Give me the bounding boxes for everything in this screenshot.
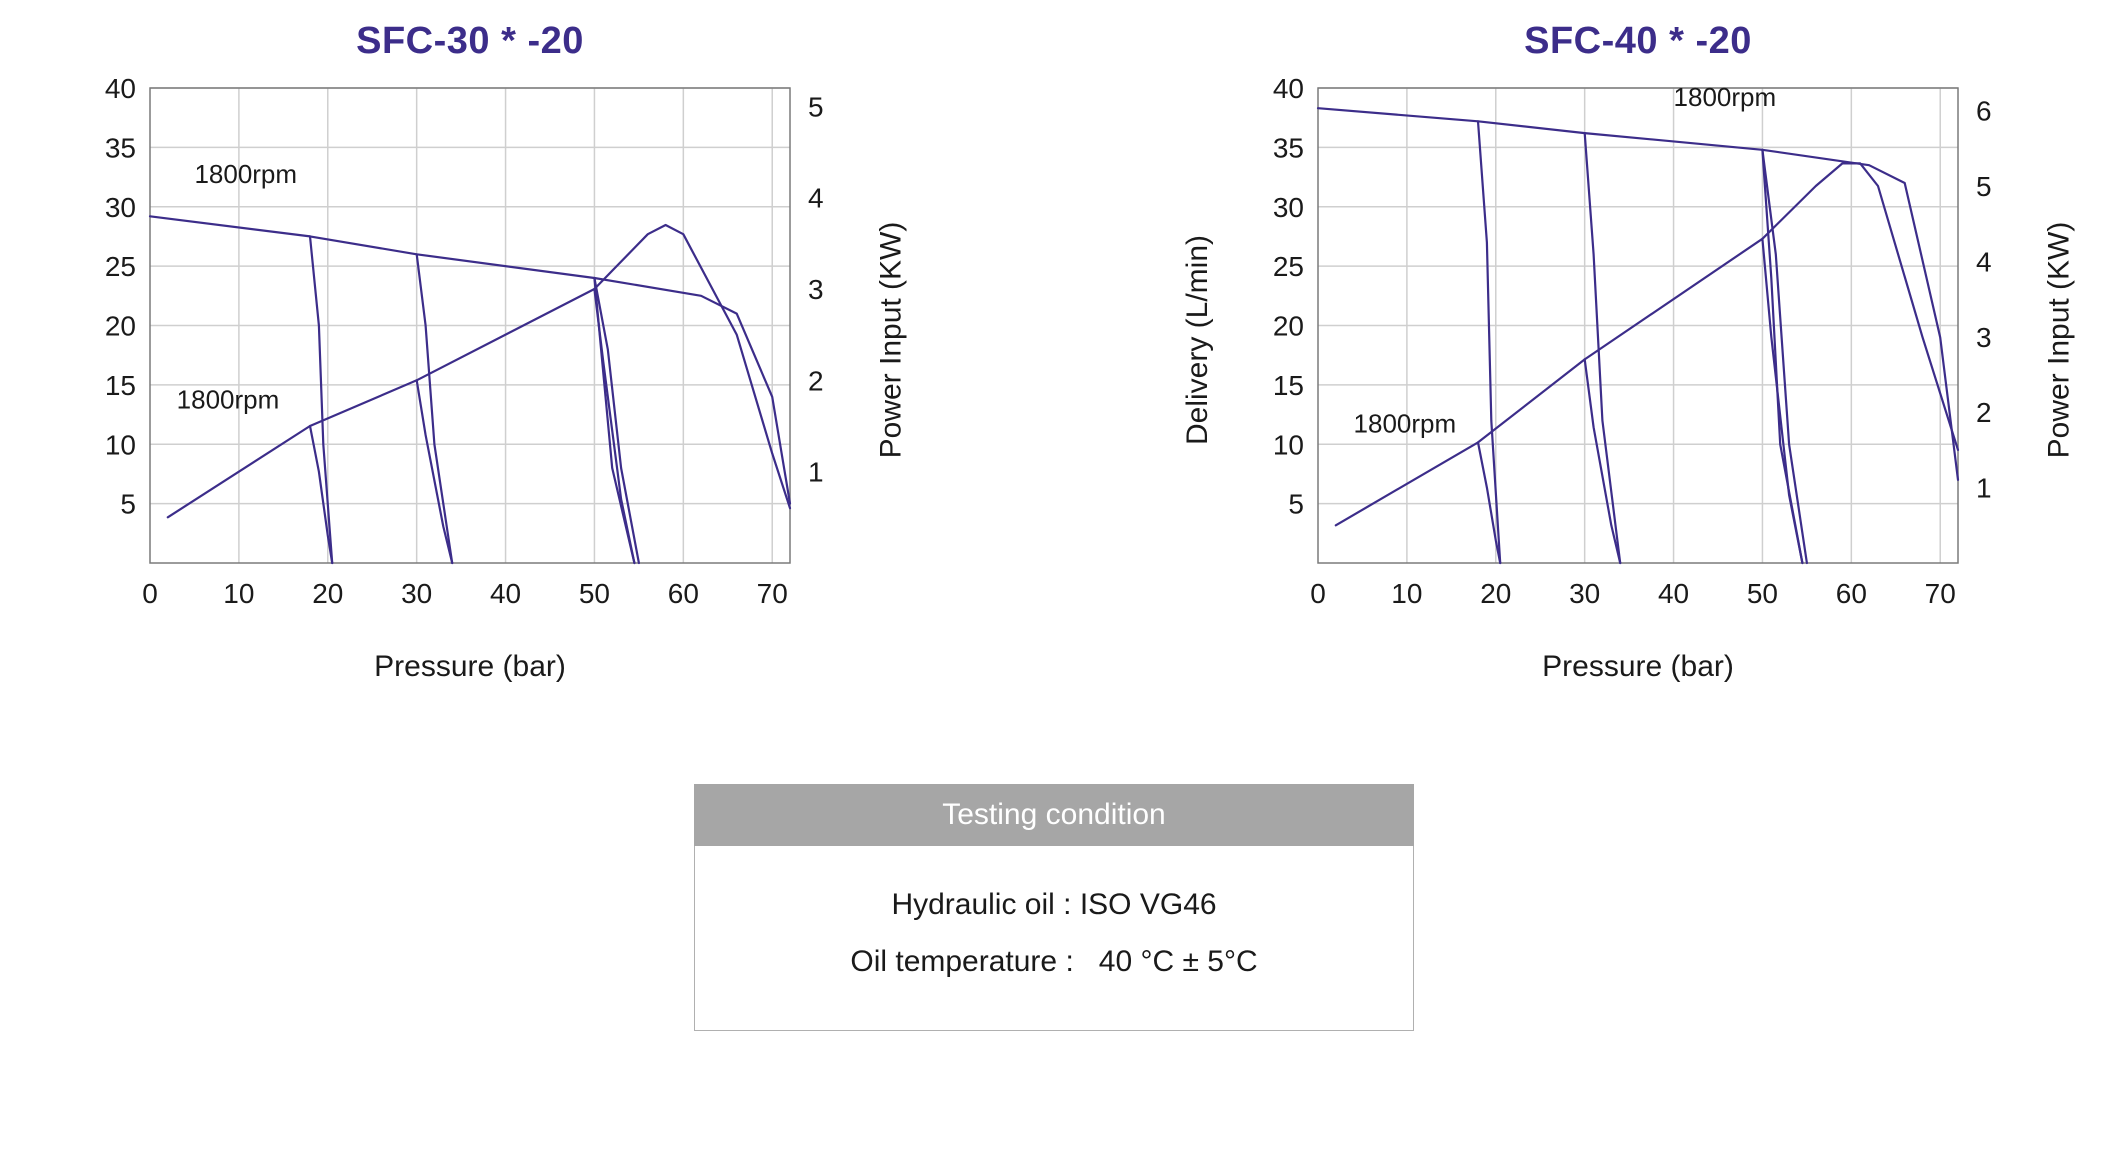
svg-text:1800rpm: 1800rpm (194, 159, 297, 189)
svg-text:40: 40 (1273, 73, 1304, 104)
svg-text:20: 20 (1273, 311, 1304, 342)
svg-text:10: 10 (1391, 578, 1422, 609)
svg-text:30: 30 (1569, 578, 1600, 609)
svg-text:2: 2 (808, 365, 824, 396)
svg-text:15: 15 (1273, 370, 1304, 401)
svg-text:0: 0 (1310, 578, 1326, 609)
svg-text:35: 35 (105, 132, 136, 163)
svg-text:2: 2 (1976, 397, 1992, 428)
svg-text:1800rpm: 1800rpm (1674, 82, 1777, 112)
chart-right-y-left-label: Delivery (L/min) (1181, 235, 1215, 445)
svg-text:25: 25 (105, 251, 136, 282)
svg-text:20: 20 (312, 578, 343, 609)
testing-condition-line: Hydraulic oil : ISO VG46 (735, 876, 1373, 933)
svg-text:1: 1 (1976, 473, 1992, 504)
chart-left-x-label: Pressure (bar) (374, 650, 566, 684)
svg-text:50: 50 (1747, 578, 1778, 609)
svg-text:4: 4 (808, 183, 824, 214)
svg-text:20: 20 (105, 311, 136, 342)
svg-text:15: 15 (105, 370, 136, 401)
svg-text:5: 5 (1976, 171, 1992, 202)
chart-right-svg: 0 10 20 30 40 50 60 70 5 10 15 20 25 30 35 40 1 2 3 4 5 6 1800… (1228, 73, 2048, 633)
svg-text:30: 30 (105, 192, 136, 223)
page-root: SFC-30 * -20 010203040506070510152025303… (0, 0, 2108, 1160)
svg-text:1: 1 (808, 457, 824, 488)
svg-text:35: 35 (1273, 132, 1304, 163)
chart-right-x-label: Pressure (bar) (1542, 650, 1734, 684)
charts-row: SFC-30 * -20 010203040506070510152025303… (60, 20, 2048, 684)
testing-condition-body: Hydraulic oil : ISO VG46Oil temperature … (694, 846, 1414, 1031)
chart-right-block: SFC-40 * -20 Delivery (L/min) 0102030405… (1228, 20, 2048, 684)
svg-text:3: 3 (1976, 322, 1992, 353)
testing-condition-line: Oil temperature : 40 °C ± 5°C (735, 933, 1373, 990)
svg-text:5: 5 (120, 489, 136, 520)
svg-text:10: 10 (1273, 429, 1304, 460)
chart-left-wrap: 0 10 20 30 40 50 60 70 5 10 15 20 25 30 35 40 1 2 3 4 5 1800r… (60, 73, 880, 638)
testing-condition-box: Testing condition Hydraulic oil : ISO VG… (694, 784, 1414, 1031)
svg-text:10: 10 (105, 429, 136, 460)
svg-text:4: 4 (1976, 246, 1992, 277)
svg-text:6: 6 (1976, 96, 1992, 127)
svg-text:40: 40 (105, 73, 136, 104)
svg-text:25: 25 (1273, 251, 1304, 282)
svg-text:10: 10 (223, 578, 254, 609)
svg-text:1800rpm: 1800rpm (177, 385, 280, 415)
svg-text:0: 0 (142, 578, 158, 609)
svg-text:50: 50 (579, 578, 610, 609)
chart-left-block: SFC-30 * -20 010203040506070510152025303… (60, 20, 880, 684)
chart-left-svg: 0 10 20 30 40 50 60 70 5 10 15 20 25 30 35 40 1 2 3 4 5 1800r… (60, 73, 880, 633)
chart-right-title: SFC-40 * -20 (1524, 20, 1752, 63)
svg-text:60: 60 (1836, 578, 1867, 609)
svg-text:3: 3 (808, 274, 824, 305)
testing-condition-header: Testing condition (694, 784, 1414, 846)
chart-right-wrap: Delivery (L/min) 01020304050607051015202… (1228, 73, 2048, 638)
svg-text:1800rpm: 1800rpm (1354, 408, 1457, 438)
svg-text:30: 30 (1273, 192, 1304, 223)
svg-text:5: 5 (1288, 489, 1304, 520)
svg-text:20: 20 (1480, 578, 1511, 609)
svg-text:40: 40 (490, 578, 521, 609)
svg-text:70: 70 (757, 578, 788, 609)
svg-text:30: 30 (401, 578, 432, 609)
chart-left-title: SFC-30 * -20 (356, 20, 584, 63)
svg-text:70: 70 (1925, 578, 1956, 609)
svg-text:40: 40 (1658, 578, 1689, 609)
chart-right-y-right-label: Power Input (KW) (2043, 222, 2077, 459)
chart-left-y-right-label: Power Input (KW) (875, 222, 909, 459)
svg-text:60: 60 (668, 578, 699, 609)
svg-text:5: 5 (808, 91, 824, 122)
